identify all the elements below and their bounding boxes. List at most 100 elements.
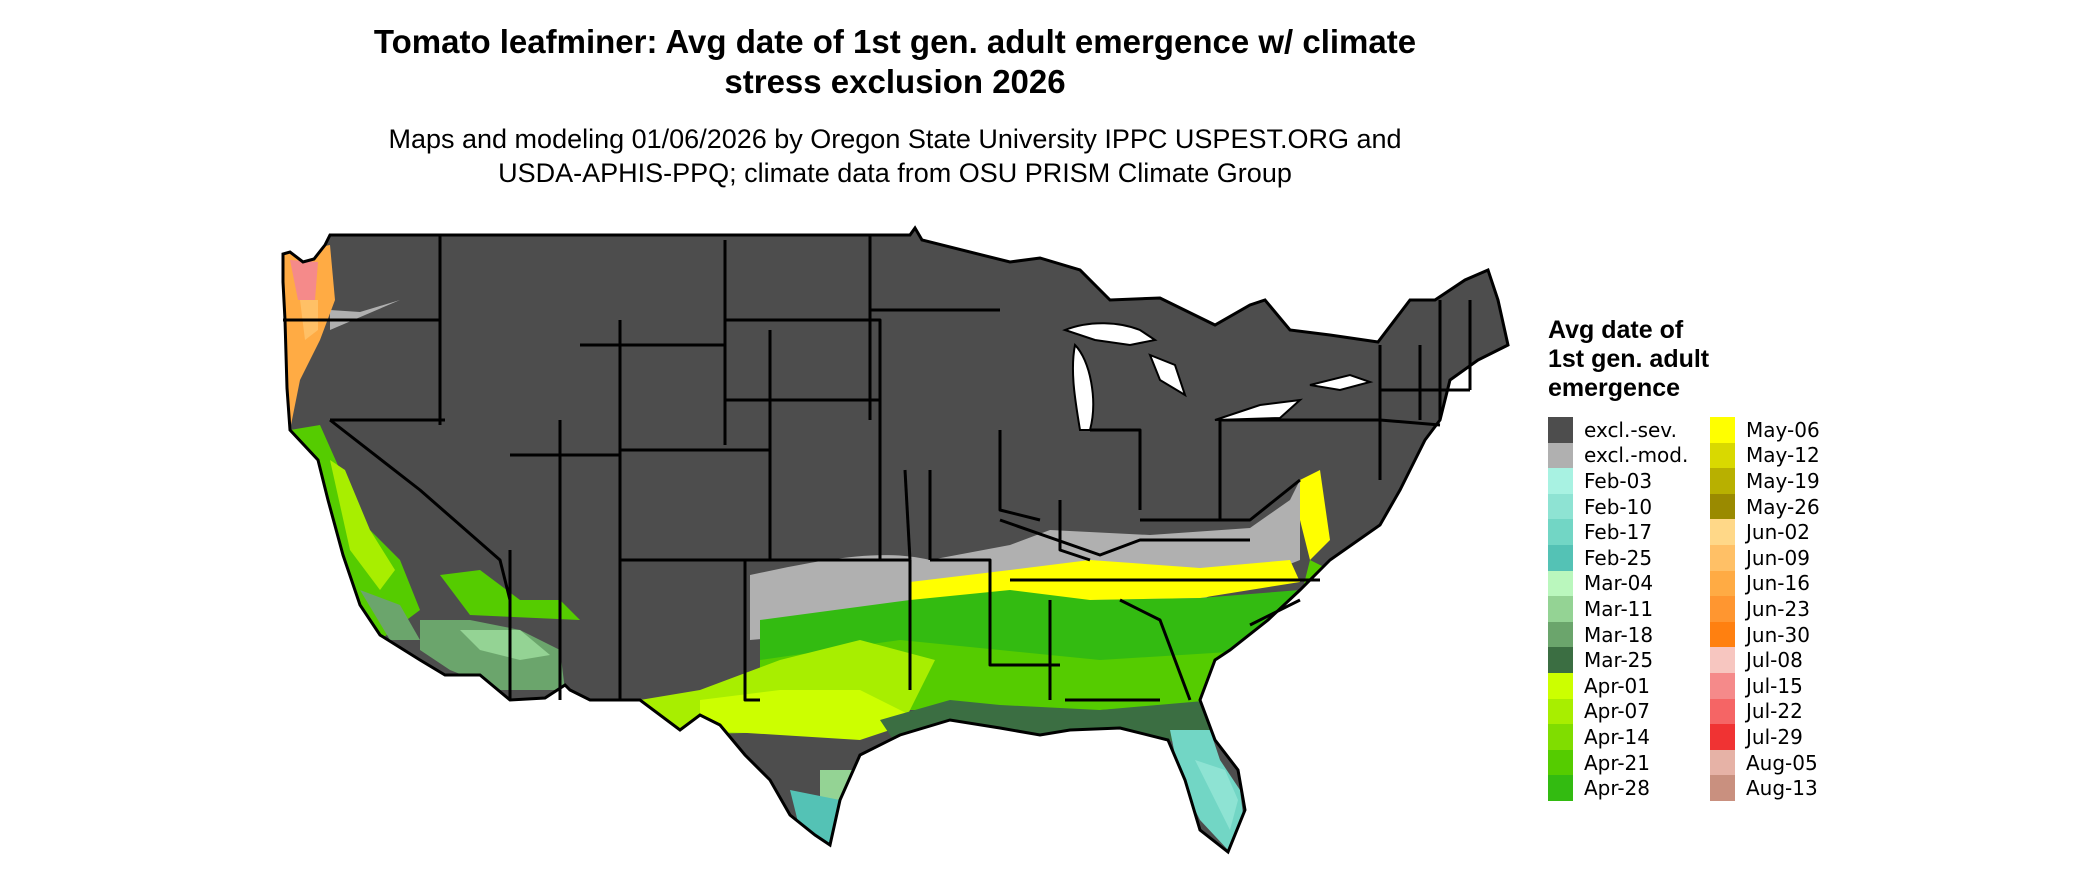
legend-swatch [1710, 749, 1735, 776]
legend-item: Apr-14 [1548, 724, 1710, 750]
legend-label: Aug-13 [1746, 776, 1818, 801]
legend-label: Mar-25 [1584, 648, 1654, 673]
legend-swatch [1548, 519, 1573, 545]
legend-column-1: excl.-sev. excl.-mod. Feb-03 Feb-10 Feb-17 Fe… [1548, 417, 1710, 801]
legend-label: Jul-29 [1746, 724, 1803, 749]
legend-title-line-2: 1st gen. adult [1548, 345, 1710, 373]
legend-label: Jun-30 [1746, 622, 1810, 647]
legend-label: May-26 [1746, 494, 1820, 519]
legend-swatch [1710, 519, 1735, 545]
legend-swatch [1710, 647, 1735, 673]
legend-swatch [1710, 775, 1735, 801]
legend-item: excl.-mod. [1548, 442, 1710, 469]
legend-swatch [1710, 596, 1735, 622]
legend-label: Feb-17 [1584, 520, 1653, 545]
legend-item: Apr-07 [1548, 698, 1710, 725]
legend-label: Apr-01 [1584, 673, 1650, 698]
state-boundaries [283, 235, 1472, 702]
legend-label: Feb-25 [1584, 545, 1653, 570]
legend-swatch [1548, 698, 1573, 725]
legend-item: Jul-29 [1710, 724, 1872, 750]
legend-label: Apr-07 [1584, 699, 1650, 724]
legend-label: Aug-05 [1746, 750, 1818, 775]
legend-swatch [1548, 621, 1573, 648]
legend-item: Jun-30 [1710, 621, 1872, 648]
legend-item: Jun-16 [1710, 570, 1872, 597]
us-map [281, 226, 1510, 854]
legend-label: Apr-14 [1584, 724, 1650, 749]
legend-item: Jul-22 [1710, 698, 1872, 725]
legend-swatch [1548, 570, 1573, 597]
legend-columns: excl.-sev. excl.-mod. Feb-03 Feb-10 Feb-17 Fe… [1548, 417, 1928, 801]
legend-item: Feb-03 [1548, 468, 1710, 494]
legend-label: Jun-09 [1746, 545, 1810, 570]
legend-swatch [1548, 596, 1573, 622]
legend-label: Jul-15 [1746, 673, 1803, 698]
legend-title: Avg date of 1st gen. adult emergence [1548, 316, 1928, 403]
legend-swatch [1548, 493, 1573, 520]
legend-item: Mar-18 [1548, 621, 1710, 648]
legend-swatch [1548, 672, 1573, 699]
legend-item: Jun-09 [1710, 544, 1872, 571]
legend-item: Feb-25 [1548, 544, 1710, 571]
legend-swatch [1710, 570, 1735, 597]
legend-item: May-12 [1710, 442, 1872, 469]
legend-item: Aug-13 [1710, 775, 1872, 801]
legend-label: Jun-23 [1746, 596, 1810, 621]
legend-label: Apr-28 [1584, 776, 1650, 801]
subtitle-line-2: USDA-APHIS-PPQ; climate data from OSU PR… [498, 158, 1292, 188]
title-line-1: Tomato leafminer: Avg date of 1st gen. a… [373, 23, 1417, 60]
legend-label: Jun-02 [1746, 520, 1810, 545]
legend-item: excl.-sev. [1548, 417, 1710, 443]
legend-item: May-26 [1710, 493, 1872, 520]
legend-swatch [1548, 724, 1573, 750]
legend-swatch [1710, 621, 1735, 648]
legend-item: Feb-10 [1548, 493, 1710, 520]
legend-item: Mar-11 [1548, 596, 1710, 622]
legend-swatch [1710, 672, 1735, 699]
legend-item: May-06 [1710, 417, 1872, 443]
legend-swatch [1710, 544, 1735, 571]
legend-swatch [1710, 468, 1735, 494]
legend-label: Mar-18 [1584, 622, 1654, 647]
legend-column-2: May-06 May-12 May-19 May-26 Jun-02 Jun-09 Jun-… [1710, 417, 1872, 801]
legend-label: excl.-sev. [1584, 417, 1677, 442]
legend-item: Jun-02 [1710, 519, 1872, 545]
legend-item: Apr-28 [1548, 775, 1710, 801]
legend-item: Apr-21 [1548, 749, 1710, 776]
subtitle-line-1: Maps and modeling 01/06/2026 by Oregon S… [388, 124, 1402, 154]
legend-item: Apr-01 [1548, 672, 1710, 699]
legend-title-line-1: Avg date of [1548, 316, 1684, 344]
map-legend: Avg date of 1st gen. adult emergence exc… [1548, 316, 1928, 801]
legend-swatch [1710, 442, 1735, 469]
legend-label: May-19 [1746, 468, 1820, 493]
legend-item: Aug-05 [1710, 749, 1872, 776]
legend-item: Jun-23 [1710, 596, 1872, 622]
legend-title-line-3: emergence [1548, 374, 1681, 402]
legend-swatch [1710, 724, 1735, 750]
legend-swatch [1710, 698, 1735, 725]
legend-swatch [1548, 749, 1573, 776]
legend-swatch [1548, 468, 1573, 494]
legend-label: Feb-10 [1584, 494, 1653, 519]
legend-swatch [1710, 417, 1735, 443]
legend-label: Jul-22 [1746, 699, 1803, 724]
legend-swatch [1548, 775, 1573, 801]
legend-label: Feb-03 [1584, 468, 1653, 493]
legend-item: Feb-17 [1548, 519, 1710, 545]
legend-item: Mar-25 [1548, 647, 1710, 673]
legend-label: May-06 [1746, 417, 1820, 442]
legend-label: Apr-21 [1584, 750, 1650, 775]
legend-item: Mar-04 [1548, 570, 1710, 597]
map-title: Tomato leafminer: Avg date of 1st gen. a… [330, 22, 1460, 102]
legend-swatch [1548, 417, 1573, 443]
legend-label: Jun-16 [1746, 571, 1810, 596]
title-line-2: stress exclusion 2026 [724, 63, 1066, 100]
legend-item: Jul-15 [1710, 672, 1872, 699]
legend-swatch [1548, 442, 1573, 469]
legend-item: May-19 [1710, 468, 1872, 494]
legend-swatch [1710, 493, 1735, 520]
climate-raster [283, 228, 1508, 852]
legend-item: Jul-08 [1710, 647, 1872, 673]
legend-label: Mar-11 [1584, 596, 1654, 621]
